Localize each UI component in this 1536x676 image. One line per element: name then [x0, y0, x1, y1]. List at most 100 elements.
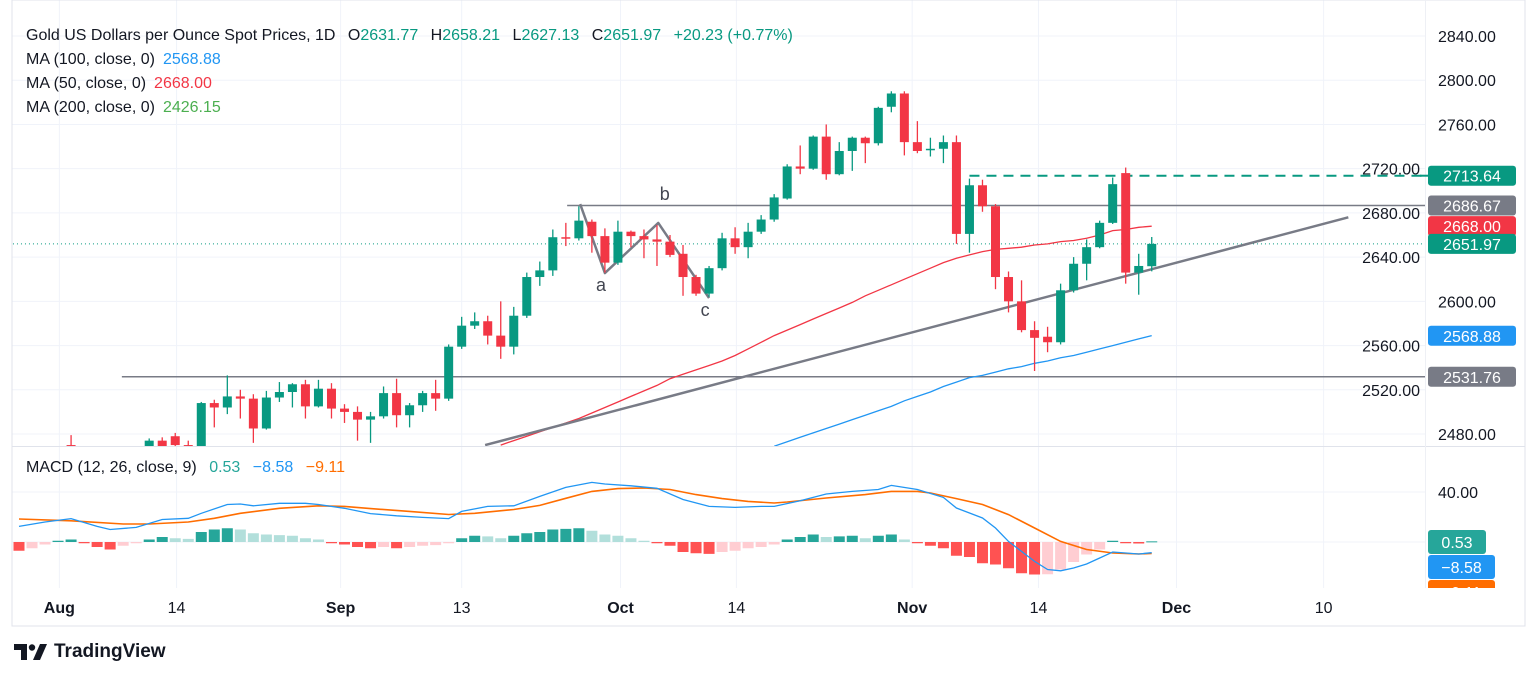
candle-body	[691, 277, 701, 294]
candle	[222, 375, 232, 415]
ma100-legend[interactable]: MA (100, close, 0) 2568.88	[26, 50, 221, 70]
macd-histogram-bar	[234, 529, 246, 542]
ma100-value: 2568.88	[162, 51, 221, 68]
candle-body	[925, 148, 935, 151]
change-value: +20.23 (+0.77%)	[673, 27, 793, 44]
macd-histogram-bar	[651, 542, 663, 544]
price-label-background	[1428, 233, 1516, 254]
macd-legend[interactable]: MACD (12, 26, close, 9) 0.53 −8.58 −9.11	[26, 458, 345, 478]
macd-histogram-bar	[404, 542, 416, 547]
macd-histogram-bar	[365, 542, 377, 549]
candle-body	[639, 236, 649, 240]
low-value: 2627.13	[521, 27, 580, 44]
candle-body	[769, 197, 779, 220]
macd-histogram-bar	[26, 542, 38, 549]
candle	[665, 235, 675, 258]
candle-body	[730, 238, 740, 248]
high-value: 2658.21	[442, 27, 501, 44]
candle	[431, 379, 441, 411]
macd-histogram-bar	[378, 542, 390, 547]
price-label: 2531.76	[1428, 366, 1516, 387]
macd-histogram-bar	[742, 542, 754, 549]
candle	[704, 265, 714, 297]
price-label-text: 2568.88	[1443, 329, 1501, 346]
candle-body	[1095, 222, 1105, 248]
macd-label-background	[1428, 580, 1495, 588]
candle-body	[652, 239, 662, 242]
price-tick-label: 2800.00	[1438, 73, 1496, 90]
ma200-legend[interactable]: MA (200, close, 0) 2426.15	[26, 98, 221, 118]
macd-histogram-bar	[156, 537, 168, 542]
price-label-text: 2668.00	[1443, 219, 1501, 236]
price-tick-label: 2520.00	[1362, 383, 1420, 400]
candle	[730, 227, 740, 254]
tradingview-wordmark: TradingView	[54, 641, 166, 662]
candle	[756, 215, 766, 234]
price-label-background	[1428, 366, 1516, 387]
macd-histogram-bar	[339, 542, 350, 545]
candle	[925, 137, 935, 157]
candle	[847, 136, 857, 171]
candle-body	[886, 93, 896, 107]
time-tick-label: Dec	[1162, 600, 1191, 617]
macd-value-label: −8.58	[1428, 555, 1495, 579]
macd-histogram-bar	[65, 539, 77, 542]
macd-pane[interactable]	[13, 481, 1158, 575]
candle	[1121, 167, 1131, 284]
candle-body	[1043, 336, 1053, 343]
macd-histogram-bar	[1081, 542, 1093, 555]
candle	[587, 219, 597, 253]
macd-histogram-bar	[169, 538, 181, 542]
candle	[951, 135, 961, 244]
candle	[457, 316, 467, 349]
candle	[1082, 239, 1092, 281]
macd-histogram-bar	[729, 542, 741, 551]
candle-body	[274, 392, 284, 398]
price-axis[interactable]: 2480.00 2520.00 2560.00 2600.00 2640.00 2680.…	[1362, 29, 1496, 444]
candle-body	[977, 185, 987, 207]
ascending-trendline[interactable]	[484, 216, 1349, 446]
candle-body	[1082, 247, 1092, 264]
time-axis[interactable]: Aug 14 Sep 13 Oct 14 Nov 14 Dec 10	[44, 600, 1333, 617]
symbol-legend[interactable]: Gold US Dollars per Ounce Spot Prices, 1…	[26, 26, 793, 46]
candle	[639, 229, 649, 259]
price-pane[interactable]: b a c	[0, 91, 1425, 500]
candle-body	[678, 253, 688, 278]
candle	[248, 394, 258, 443]
macd-label-text: −9.11	[1442, 585, 1481, 602]
macd-histogram-bar	[312, 539, 324, 542]
candle-body	[326, 388, 336, 409]
candle-body	[261, 397, 271, 429]
macd-axis[interactable]: 40.00	[1438, 485, 1478, 502]
candle-body	[300, 384, 310, 407]
tradingview-logo-icon	[14, 644, 47, 660]
candle	[600, 228, 610, 273]
wave-label: c	[701, 300, 710, 320]
macd-histogram-bar	[521, 533, 533, 542]
ma50-legend[interactable]: MA (50, close, 0) 2668.00	[26, 74, 212, 94]
tradingview-logo[interactable]: TradingView	[14, 641, 166, 663]
ma100-line	[773, 334, 1152, 446]
candle-body	[899, 93, 909, 143]
macd-label-text: −8.58	[1441, 560, 1482, 577]
candle	[964, 178, 974, 253]
candle	[769, 194, 779, 222]
macd-histogram-bar	[1120, 542, 1132, 544]
candle	[470, 312, 480, 329]
macd-histogram-bar	[990, 542, 1001, 565]
candle	[821, 124, 831, 180]
candle-body	[756, 219, 766, 232]
price-label-background	[1428, 325, 1516, 346]
price-tick-label: 2600.00	[1438, 294, 1496, 311]
candle	[1043, 326, 1053, 353]
candle-body	[235, 396, 245, 399]
low-label: L	[512, 27, 522, 44]
candle	[522, 272, 532, 318]
macd-histogram-bar	[768, 542, 780, 545]
candle-body	[196, 403, 206, 446]
ma50-label: MA (50, close, 0)	[26, 75, 147, 92]
macd-histogram-bar	[117, 542, 129, 546]
macd-histogram-bar	[781, 539, 793, 542]
candle	[183, 440, 193, 446]
